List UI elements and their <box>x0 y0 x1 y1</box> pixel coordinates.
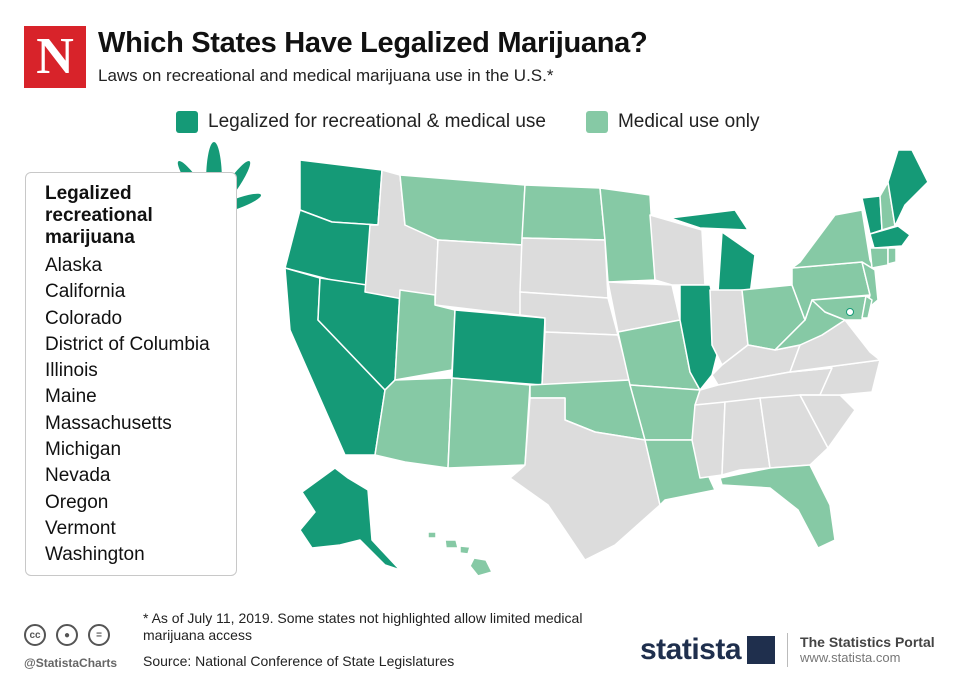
state-north-carolina <box>789 359 881 396</box>
state-texas <box>509 397 661 561</box>
source-note: Source: National Conference of State Leg… <box>143 653 455 669</box>
state-arizona <box>374 377 453 469</box>
legend-swatch-medical <box>585 111 608 133</box>
newsweek-logo: N <box>24 26 86 88</box>
portal-url: www.statista.com <box>800 650 901 665</box>
page-title: Which States Have Legalized Marijuana? <box>98 27 648 59</box>
panel-item: Washington <box>45 544 145 566</box>
state-connecticut <box>869 247 889 269</box>
legend-item-recreational: Legalized for recreational & medical use <box>176 111 546 133</box>
state-florida <box>719 464 836 549</box>
portal-title: The Statistics Portal <box>800 634 935 650</box>
panel-item: Illinois <box>45 360 98 382</box>
state-rhode-island <box>887 247 897 265</box>
footnote: * As of July 11, 2019. Some states not h… <box>143 610 583 643</box>
state-maine <box>887 149 929 227</box>
state-new-york <box>791 209 876 271</box>
panel-list: Alaska California Colorado District of Colu… <box>45 253 236 569</box>
legend-label-medical: Medical use only <box>617 111 760 132</box>
state-hawaii-island-3 <box>459 545 471 555</box>
attribution-icon: ● <box>56 624 78 646</box>
state-colorado <box>451 309 546 386</box>
state-michigan-upper <box>669 209 749 231</box>
legend: Legalized for recreational & medical use… <box>176 111 800 133</box>
state-south-dakota <box>519 237 609 299</box>
statista-logo-icon <box>747 636 776 664</box>
panel-item: District of Columbia <box>45 333 210 355</box>
state-alaska <box>299 467 401 571</box>
panel-item: Maine <box>45 386 97 408</box>
state-mississippi <box>691 401 726 479</box>
legend-label-recreational: Legalized for recreational & medical use <box>208 111 546 132</box>
statista-brand: statista The Statistics Portal www.stati… <box>640 633 935 667</box>
panel-item: Nevada <box>45 465 111 487</box>
state-michigan <box>717 231 756 296</box>
license-icons: cc ● = <box>24 624 120 646</box>
state-alabama <box>721 397 771 476</box>
panel-item: Alaska <box>45 255 103 276</box>
state-district-of-columbia <box>846 308 854 316</box>
state-georgia <box>759 394 829 469</box>
panel-item: Massachusetts <box>45 412 172 434</box>
state-new-mexico <box>447 377 531 469</box>
portal-info: The Statistics Portal www.statista.com <box>800 634 935 666</box>
state-north-dakota <box>521 184 606 241</box>
page-subtitle: Laws on recreational and medical marijua… <box>98 66 554 85</box>
brand-divider <box>787 633 789 667</box>
panel-heading: Legalized recreational marijuana <box>45 183 153 248</box>
state-wyoming <box>434 239 523 316</box>
logo-letter: N <box>36 28 74 85</box>
creative-commons-icon: cc <box>24 624 46 646</box>
state-hawaii-island-2 <box>444 539 459 549</box>
no-derivatives-icon: = <box>88 624 110 646</box>
brand-name: statista <box>640 633 742 666</box>
state-minnesota <box>599 187 656 283</box>
state-hawaii-island-4 <box>427 531 437 539</box>
state-hawaii <box>469 557 493 577</box>
state-kansas <box>541 331 631 386</box>
panel-item: Oregon <box>45 491 109 513</box>
panel-item: Vermont <box>45 517 116 539</box>
legend-item-medical: Medical use only <box>585 111 760 133</box>
recreational-states-panel: Legalized recreational marijuana Alaska C… <box>25 172 237 576</box>
legend-swatch-recreational <box>176 111 198 133</box>
panel-item: Michigan <box>45 439 122 461</box>
state-delaware <box>861 295 873 319</box>
state-massachusetts <box>869 225 911 249</box>
panel-item: California <box>45 281 126 303</box>
panel-item: Colorado <box>45 307 123 329</box>
social-handle: @StatistaCharts <box>24 656 118 670</box>
state-new-jersey <box>861 261 879 311</box>
